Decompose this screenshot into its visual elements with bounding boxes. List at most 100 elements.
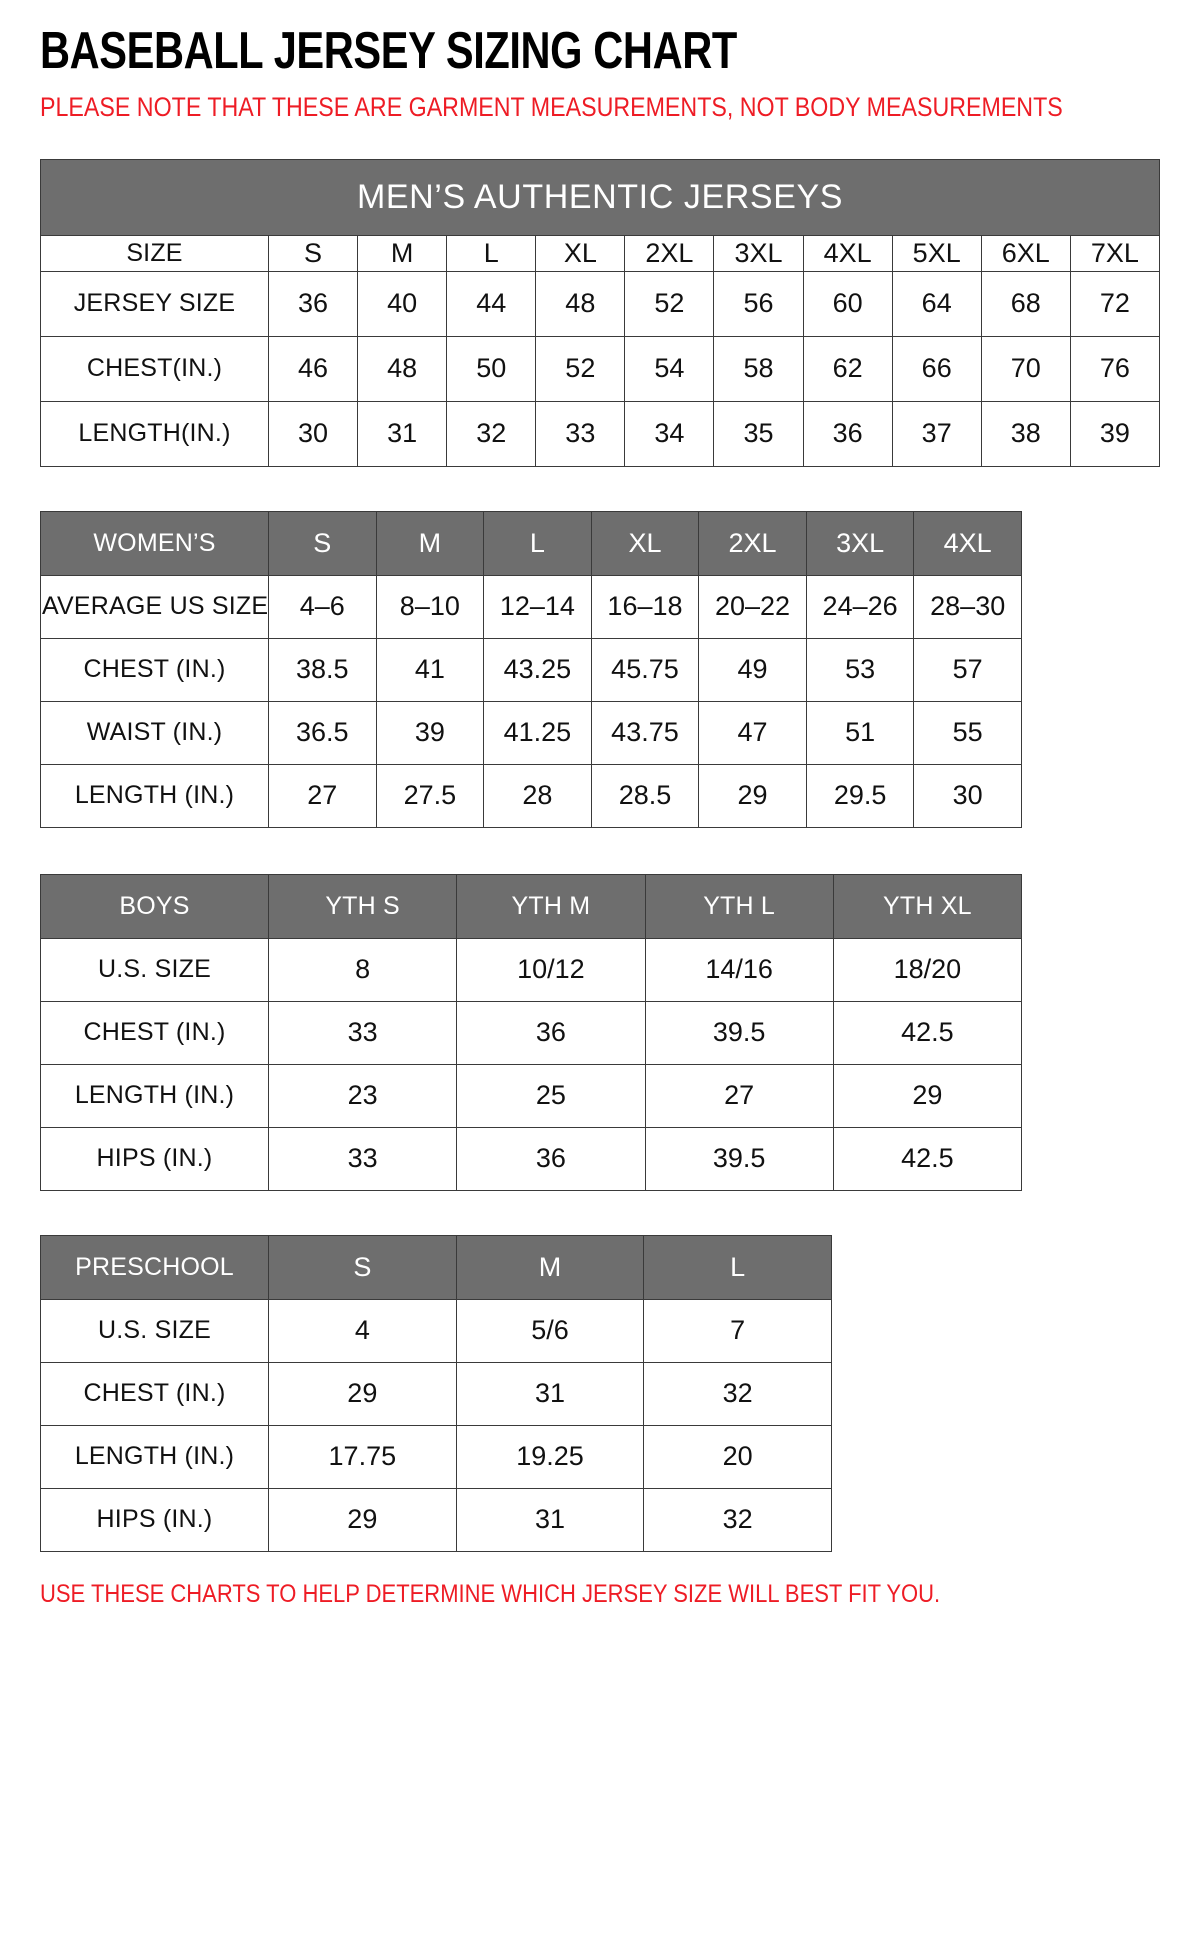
womens-waist-s: 36.5 <box>268 700 377 765</box>
womens-us-size-2xl: 20–22 <box>698 574 807 639</box>
table-row: LENGTH (IN.) 27 27.5 28 28.5 29 29.5 30 <box>40 763 1022 828</box>
womens-table-body: AVERAGE US SIZE 4–6 8–10 12–14 16–18 20–… <box>40 574 1022 828</box>
mens-jersey-size-xl: 48 <box>535 270 626 337</box>
womens-column-header-row: WOMEN’S S M L XL 2XL 3XL 4XL <box>40 510 1022 576</box>
boys-row-label-us-size: U.S. SIZE <box>40 937 269 1002</box>
preschool-us-size-m: 5/6 <box>455 1298 645 1363</box>
mens-col-header-xl: XL <box>535 234 626 272</box>
womens-chest-s: 38.5 <box>268 637 377 702</box>
womens-waist-3xl: 51 <box>805 700 915 765</box>
boys-table-body: U.S. SIZE 8 10/12 14/16 18/20 CHEST (IN.… <box>40 937 1023 1191</box>
mens-length-7xl: 39 <box>1069 400 1161 467</box>
mens-col-header-l: L <box>446 234 537 272</box>
preschool-hips-s: 29 <box>268 1487 457 1552</box>
boys-length-yth-s: 23 <box>267 1063 458 1128</box>
table-row: LENGTH (IN.) 17.75 19.25 20 <box>40 1424 832 1489</box>
womens-waist-m: 39 <box>375 700 485 765</box>
mens-length-4xl: 36 <box>802 400 893 467</box>
preschool-sizing-table: PRESCHOOL S M L U.S. SIZE 4 5/6 7 CHEST … <box>40 1234 832 1552</box>
mens-row-label-chest: CHEST(IN.) <box>40 335 269 402</box>
mens-row-label-length: LENGTH(IN.) <box>40 400 269 467</box>
table-row: HIPS (IN.) 29 31 32 <box>40 1487 832 1552</box>
preschool-table-body: U.S. SIZE 4 5/6 7 CHEST (IN.) 29 31 32 L… <box>40 1298 832 1552</box>
mens-length-xl: 33 <box>535 400 626 467</box>
table-row: CHEST (IN.) 38.5 41 43.25 45.75 49 53 57 <box>40 637 1022 702</box>
heading-block: BASEBALL JERSEY SIZING CHART PLEASE NOTE… <box>0 0 1200 124</box>
womens-length-2xl: 29 <box>698 763 807 828</box>
womens-chest-xl: 45.75 <box>590 637 700 702</box>
womens-chest-4xl: 57 <box>913 637 1022 702</box>
mens-length-3xl: 35 <box>713 400 804 467</box>
table-row: LENGTH (IN.) 23 25 27 29 <box>40 1063 1023 1128</box>
preschool-length-m: 19.25 <box>455 1424 645 1489</box>
mens-chest-3xl: 58 <box>713 335 804 402</box>
boys-hips-yth-l: 39.5 <box>644 1126 834 1191</box>
boys-sizing-table: BOYS YTH S YTH M YTH L YTH XL U.S. SIZE … <box>40 873 1023 1191</box>
womens-col-header-xl: XL <box>590 510 700 576</box>
mens-jersey-size-3xl: 56 <box>713 270 804 337</box>
womens-chest-m: 41 <box>375 637 485 702</box>
boys-hips-yth-m: 36 <box>456 1126 646 1191</box>
table-row: AVERAGE US SIZE 4–6 8–10 12–14 16–18 20–… <box>40 574 1022 639</box>
mens-chest-2xl: 54 <box>624 335 715 402</box>
preschool-row-label-chest: CHEST (IN.) <box>40 1361 269 1426</box>
boys-chest-yth-xl: 42.5 <box>832 1000 1023 1065</box>
table-row: LENGTH(IN.) 30 31 32 33 34 35 36 37 38 3… <box>40 400 1161 467</box>
womens-waist-4xl: 55 <box>913 700 1022 765</box>
boys-hips-yth-xl: 42.5 <box>832 1126 1023 1191</box>
womens-us-size-l: 12–14 <box>483 574 592 639</box>
mens-col-header-6xl: 6XL <box>980 234 1071 272</box>
boys-row-label-chest: CHEST (IN.) <box>40 1000 269 1065</box>
preschool-chest-m: 31 <box>455 1361 645 1426</box>
mens-banner-row: MEN’S AUTHENTIC JERSEYS <box>40 158 1160 236</box>
mens-jersey-size-2xl: 52 <box>624 270 715 337</box>
boys-col-header-title: BOYS <box>40 873 269 939</box>
mens-chest-6xl: 70 <box>980 335 1071 402</box>
mens-jersey-size-s: 36 <box>267 270 359 337</box>
womens-length-4xl: 30 <box>913 763 1022 828</box>
boys-hips-yth-s: 33 <box>267 1126 458 1191</box>
table-row: U.S. SIZE 8 10/12 14/16 18/20 <box>40 937 1023 1002</box>
boys-col-header-yth-xl: YTH XL <box>832 873 1023 939</box>
mens-sizing-table: MEN’S AUTHENTIC JERSEYS SIZE S M L XL 2X… <box>40 158 1161 467</box>
womens-waist-xl: 43.75 <box>590 700 700 765</box>
boys-col-header-yth-m: YTH M <box>456 873 646 939</box>
mens-col-header-2xl: 2XL <box>624 234 715 272</box>
womens-length-xl: 28.5 <box>590 763 700 828</box>
mens-chest-xl: 52 <box>535 335 626 402</box>
womens-us-size-xl: 16–18 <box>590 574 700 639</box>
womens-length-m: 27.5 <box>375 763 485 828</box>
preschool-row-label-length: LENGTH (IN.) <box>40 1424 269 1489</box>
preschool-table-head: PRESCHOOL S M L <box>40 1234 832 1300</box>
womens-chest-l: 43.25 <box>483 637 592 702</box>
footer-guidance-note: USE THESE CHARTS TO HELP DETERMINE WHICH… <box>40 1579 941 1608</box>
mens-jersey-size-l: 44 <box>446 270 537 337</box>
table-row: JERSEY SIZE 36 40 44 48 52 56 60 64 68 7… <box>40 270 1161 337</box>
mens-chest-s: 46 <box>267 335 359 402</box>
mens-chest-l: 50 <box>446 335 537 402</box>
preschool-us-size-l: 7 <box>643 1298 832 1363</box>
womens-us-size-s: 4–6 <box>268 574 377 639</box>
table-row: CHEST (IN.) 33 36 39.5 42.5 <box>40 1000 1023 1065</box>
boys-chest-yth-m: 36 <box>456 1000 646 1065</box>
garment-measurement-note: PLEASE NOTE THAT THESE ARE GARMENT MEASU… <box>40 92 1063 123</box>
womens-row-label-chest: CHEST (IN.) <box>40 637 269 702</box>
womens-col-header-l: L <box>483 510 592 576</box>
table-row: U.S. SIZE 4 5/6 7 <box>40 1298 832 1363</box>
spacer-above-preschool-table <box>0 1191 1200 1235</box>
boys-us-size-yth-s: 8 <box>267 937 458 1002</box>
preschool-length-s: 17.75 <box>268 1424 457 1489</box>
boys-us-size-yth-m: 10/12 <box>456 937 646 1002</box>
boys-us-size-yth-l: 14/16 <box>644 937 834 1002</box>
womens-sizing-table: WOMEN’S S M L XL 2XL 3XL 4XL AVERAGE US … <box>40 510 1022 828</box>
womens-waist-2xl: 47 <box>698 700 807 765</box>
mens-length-m: 31 <box>357 400 448 467</box>
spacer-above-mens-table <box>0 124 1200 159</box>
womens-col-header-m: M <box>375 510 485 576</box>
mens-jersey-size-7xl: 72 <box>1069 270 1161 337</box>
preschool-chest-l: 32 <box>643 1361 832 1426</box>
boys-column-header-row: BOYS YTH S YTH M YTH L YTH XL <box>40 873 1023 939</box>
womens-us-size-m: 8–10 <box>375 574 485 639</box>
preschool-us-size-s: 4 <box>268 1298 457 1363</box>
mens-length-s: 30 <box>267 400 359 467</box>
